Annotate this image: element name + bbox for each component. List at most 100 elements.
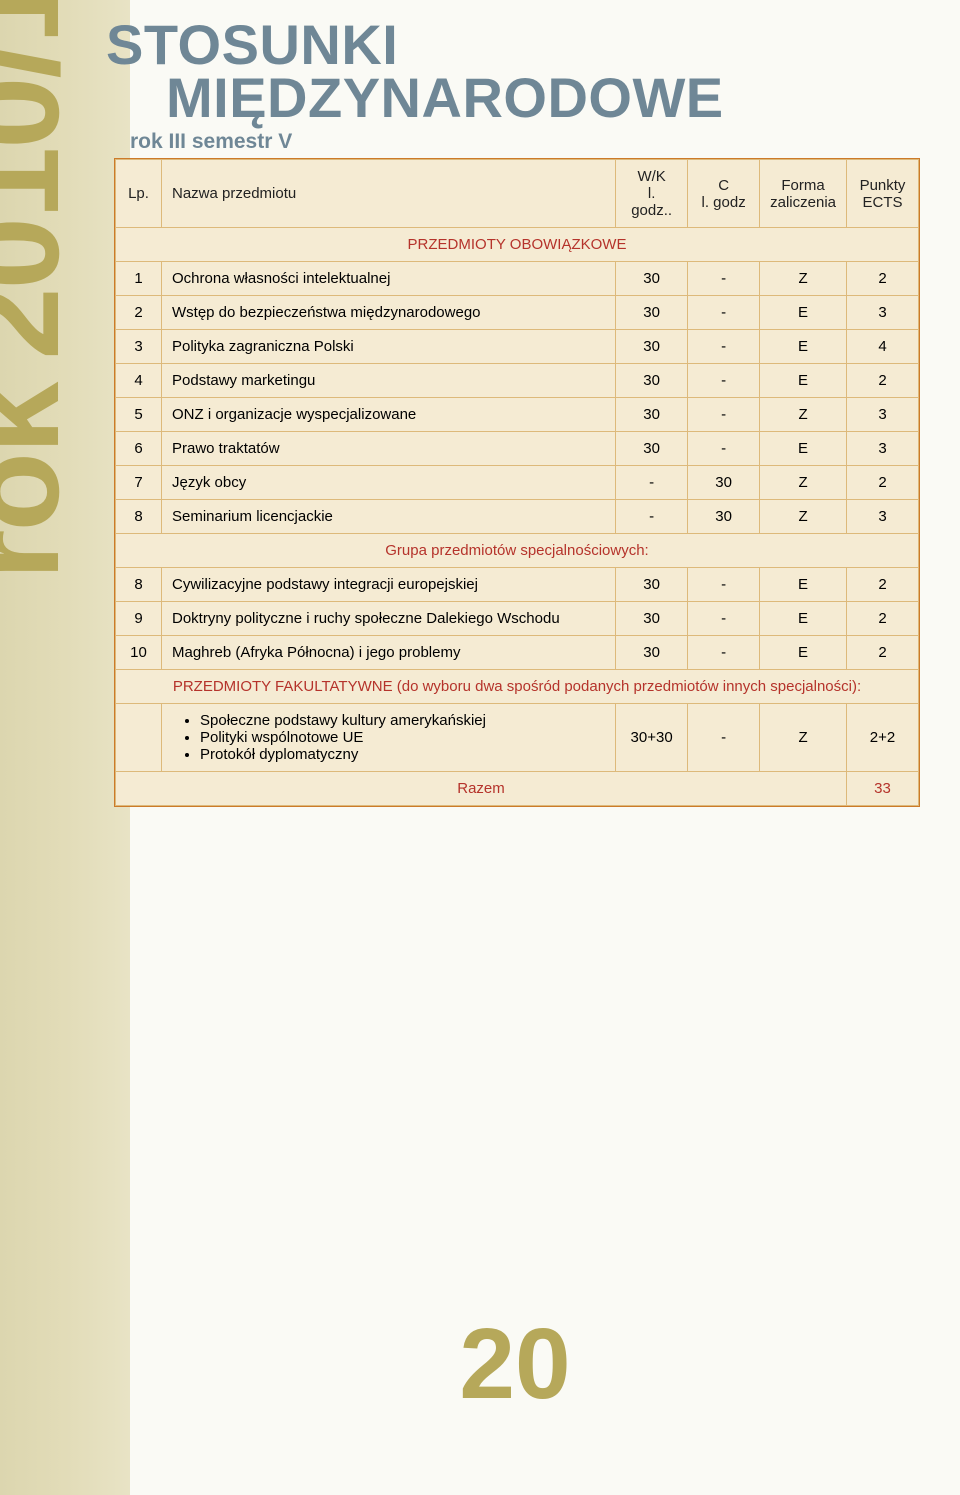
cell-wk: 30 (616, 432, 688, 466)
cell-lp: 4 (116, 364, 162, 398)
cell-lp: 10 (116, 636, 162, 670)
cell-f: E (760, 432, 847, 466)
cell-lp: 9 (116, 602, 162, 636)
cell-c: - (688, 398, 760, 432)
cell-name: Doktryny polityczne i ruchy społeczne Da… (162, 602, 616, 636)
fak-bullets-cell: Społeczne podstawy kultury amerykańskiej… (162, 704, 616, 772)
cell-p: 3 (847, 432, 919, 466)
cell-p: 4 (847, 330, 919, 364)
cell-c: - (688, 636, 760, 670)
cell-p: 2 (847, 262, 919, 296)
cell-wk: 30 (616, 568, 688, 602)
fak-bullet: Polityki wspólnotowe UE (200, 729, 605, 746)
vertical-year: 2010/11 (0, 0, 86, 360)
th-punkty: Punkty ECTS (847, 160, 919, 228)
th-c: C l. godz (688, 160, 760, 228)
cell-name: Cywilizacyjne podstawy integracji europe… (162, 568, 616, 602)
cell-c: 30 (688, 466, 760, 500)
cell-p: 2 (847, 636, 919, 670)
title-block: STOSUNKI MIĘDZYNARODOWE (106, 18, 920, 124)
cell-lp: 5 (116, 398, 162, 432)
fak-bullet: Społeczne podstawy kultury amerykańskiej (200, 712, 605, 729)
cell-name: Podstawy marketingu (162, 364, 616, 398)
table-row: 6Prawo traktatów30-E3 (116, 432, 919, 466)
th-lp: Lp. (116, 160, 162, 228)
cell-c: - (688, 364, 760, 398)
fak-f: Z (760, 704, 847, 772)
table-header-row: Lp. Nazwa przedmiotu W/K l. godz.. C l. … (116, 160, 919, 228)
cell-f: E (760, 568, 847, 602)
section-row-obow: PRZEDMIOTY OBOWIĄZKOWE (116, 228, 919, 262)
cell-p: 2 (847, 568, 919, 602)
cell-f: Z (760, 466, 847, 500)
cell-p: 3 (847, 398, 919, 432)
cell-f: E (760, 602, 847, 636)
cell-name: Język obcy (162, 466, 616, 500)
title-line2: MIĘDZYNARODOWE (166, 71, 920, 124)
table-row: 4Podstawy marketingu30-E2 (116, 364, 919, 398)
cell-wk: - (616, 500, 688, 534)
cell-p: 2 (847, 364, 919, 398)
th-forma: Forma zaliczenia (760, 160, 847, 228)
razem-val: 33 (847, 772, 919, 806)
cell-wk: 30 (616, 602, 688, 636)
cell-p: 3 (847, 296, 919, 330)
section-obow-label: PRZEDMIOTY OBOWIĄZKOWE (116, 228, 919, 262)
section-row-fak: PRZEDMIOTY FAKULTATYWNE (do wyboru dwa s… (116, 670, 919, 704)
vertical-year-label: rok2010/11 (0, 0, 78, 580)
page-number: 20 (110, 1307, 920, 1422)
vertical-rok: rok (0, 384, 86, 580)
th-name: Nazwa przedmiotu (162, 160, 616, 228)
fak-c: - (688, 704, 760, 772)
cell-c: - (688, 330, 760, 364)
cell-p: 2 (847, 602, 919, 636)
cell-wk: 30 (616, 364, 688, 398)
fak-wk: 30+30 (616, 704, 688, 772)
cell-f: E (760, 636, 847, 670)
table-row: 10Maghreb (Afryka Północna) i jego probl… (116, 636, 919, 670)
cell-lp: 2 (116, 296, 162, 330)
cell-lp: 3 (116, 330, 162, 364)
cell-lp: 6 (116, 432, 162, 466)
cell-f: E (760, 330, 847, 364)
fak-row: Społeczne podstawy kultury amerykańskiej… (116, 704, 919, 772)
cell-f: E (760, 296, 847, 330)
cell-c: - (688, 568, 760, 602)
curriculum-table: Lp. Nazwa przedmiotu W/K l. godz.. C l. … (115, 159, 919, 806)
section-fak-label: PRZEDMIOTY FAKULTATYWNE (do wyboru dwa s… (116, 670, 919, 704)
cell-c: - (688, 432, 760, 466)
cell-c: - (688, 296, 760, 330)
cell-lp: 8 (116, 500, 162, 534)
subtitle: rok III semestr V (130, 130, 920, 154)
cell-f: Z (760, 500, 847, 534)
cell-lp: 7 (116, 466, 162, 500)
curriculum-frame: Lp. Nazwa przedmiotu W/K l. godz.. C l. … (114, 158, 920, 807)
cell-lp: 1 (116, 262, 162, 296)
cell-f: E (760, 364, 847, 398)
table-row: 5ONZ i organizacje wyspecjalizowane30-Z3 (116, 398, 919, 432)
th-wk: W/K l. godz.. (616, 160, 688, 228)
cell-name: Wstęp do bezpieczeństwa międzynarodowego (162, 296, 616, 330)
section-spec-label: Grupa przedmiotów specjalnościowych: (116, 534, 919, 568)
cell-c: - (688, 602, 760, 636)
cell-c: - (688, 262, 760, 296)
table-row: 7Język obcy-30Z2 (116, 466, 919, 500)
cell-wk: 30 (616, 636, 688, 670)
cell-p: 3 (847, 500, 919, 534)
cell-f: Z (760, 262, 847, 296)
cell-name: Ochrona własności intelektualnej (162, 262, 616, 296)
cell-name: Prawo traktatów (162, 432, 616, 466)
fak-p: 2+2 (847, 704, 919, 772)
table-row: 2Wstęp do bezpieczeństwa międzynarodoweg… (116, 296, 919, 330)
fak-bullets: Społeczne podstawy kultury amerykańskiej… (172, 712, 605, 763)
cell-f: Z (760, 398, 847, 432)
razem-label: Razem (116, 772, 847, 806)
title-line1: STOSUNKI (106, 18, 920, 71)
cell-wk: 30 (616, 330, 688, 364)
table-row: 8Cywilizacyjne podstawy integracji europ… (116, 568, 919, 602)
cell-c: 30 (688, 500, 760, 534)
cell-wk: 30 (616, 296, 688, 330)
fak-bullet: Protokół dyplomatyczny (200, 746, 605, 763)
table-row: 3Polityka zagraniczna Polski30-E4 (116, 330, 919, 364)
cell-wk: 30 (616, 262, 688, 296)
